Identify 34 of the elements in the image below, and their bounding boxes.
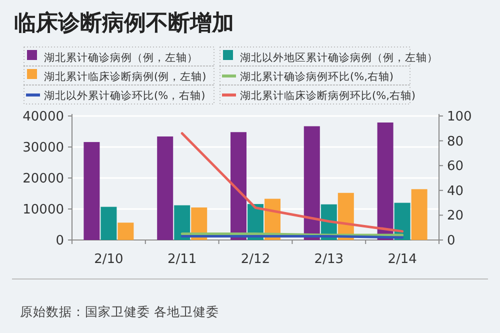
- x-tick-label: 2/14: [388, 252, 417, 267]
- legend-label: 湖北累计确诊病例（例，左轴）: [44, 51, 198, 64]
- line-series: [180, 132, 404, 233]
- bar: [377, 122, 394, 240]
- y-tick-label: 40000: [22, 110, 64, 124]
- x-tick-label: 2/13: [314, 252, 344, 267]
- legend-label: 湖北累计确诊病例环比(%,右轴): [240, 70, 394, 83]
- x-tick-label: 2/11: [168, 252, 197, 267]
- bar: [230, 132, 246, 240]
- y-tick-label: 10000: [22, 202, 64, 218]
- bar: [84, 142, 100, 240]
- y2-tick-label: 80: [447, 134, 464, 150]
- bar: [118, 222, 134, 240]
- legend-label: 湖北以外累计确诊环比(%，右轴): [44, 89, 206, 102]
- legend-label: 湖北累计临床诊断病例环比(%,右轴): [240, 89, 416, 102]
- y-tick-label: 0: [56, 234, 64, 248]
- y2-tick-label: 20: [447, 208, 464, 224]
- bar: [100, 206, 117, 240]
- bar: [304, 126, 320, 240]
- y2-tick-label: 60: [447, 159, 464, 174]
- chart-title: 临床诊断病例不断增加: [14, 10, 234, 36]
- legend-label: 湖北累计临床诊断病例(例，左轴): [44, 70, 206, 83]
- y-tick-label: 20000: [22, 172, 64, 186]
- x-tick-label: 2/10: [94, 252, 124, 267]
- legend-label: 湖北以外地区累计确诊病例（例，左轴）: [240, 51, 438, 64]
- y2-tick-label: 40: [447, 184, 464, 199]
- x-tick-label: 2/12: [240, 252, 270, 267]
- bar: [157, 136, 174, 240]
- y-tick-label: 30000: [22, 140, 64, 156]
- y2-tick-label: 100: [447, 110, 472, 124]
- bar: [174, 205, 190, 240]
- text: 原始数据：国家卫健委 各地卫健委: [20, 304, 219, 319]
- bar: [411, 189, 428, 240]
- y2-tick-label: 0: [447, 234, 456, 248]
